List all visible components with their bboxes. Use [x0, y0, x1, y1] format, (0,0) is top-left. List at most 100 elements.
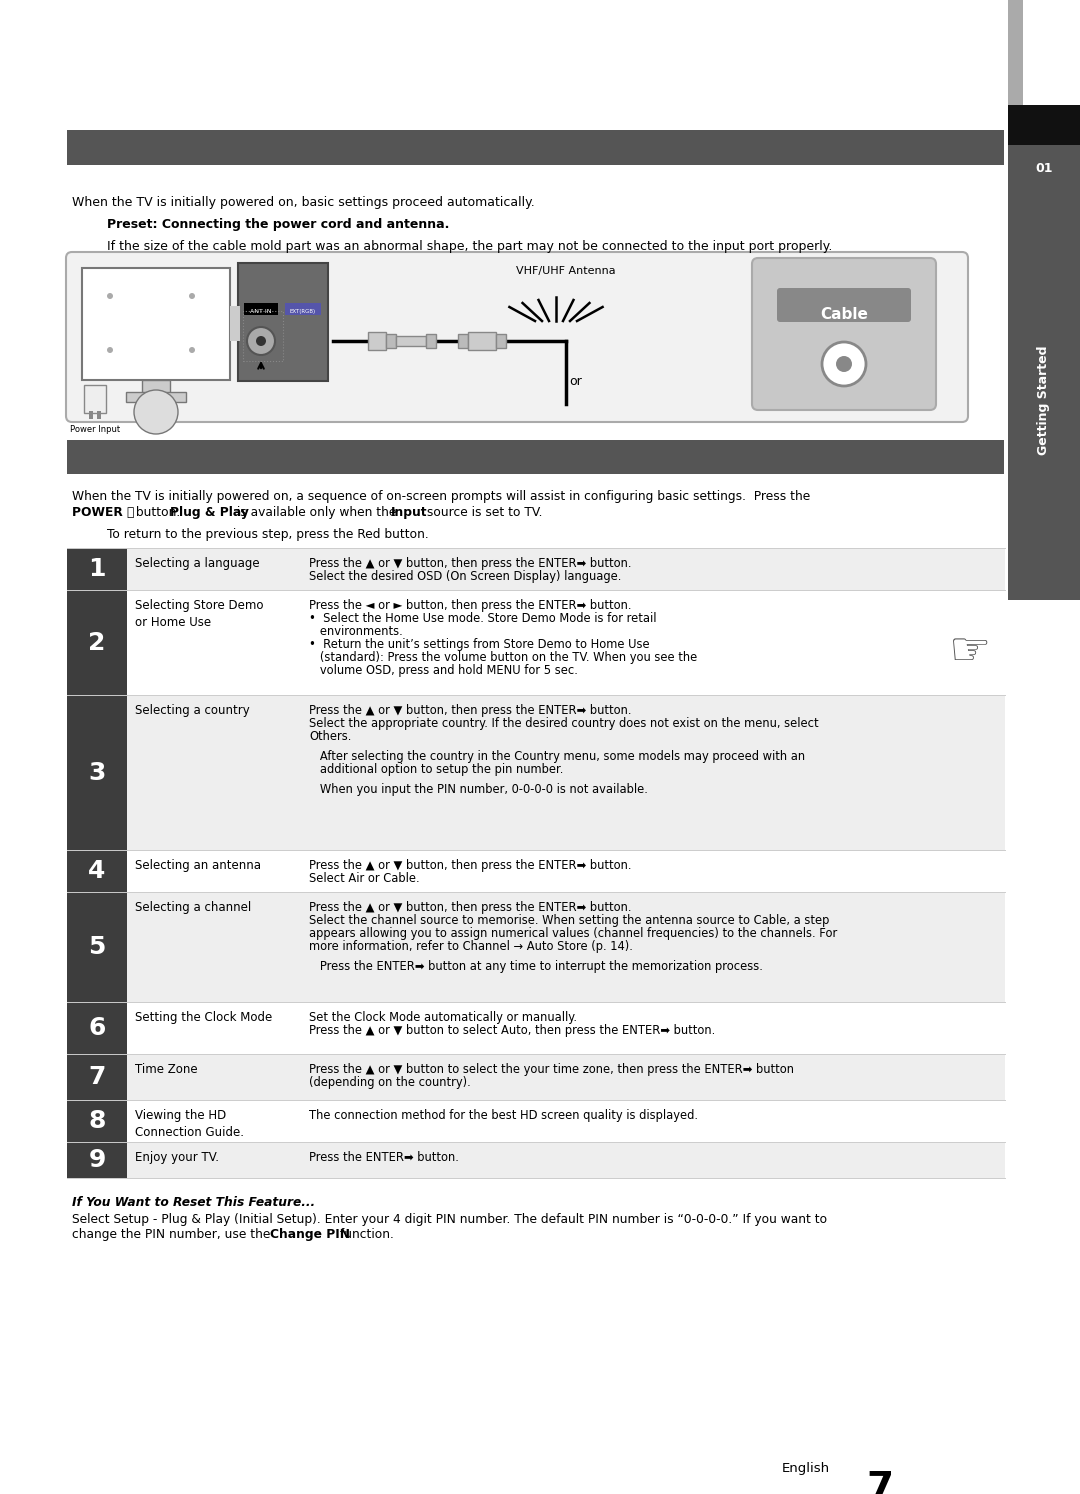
Circle shape [256, 336, 266, 347]
FancyBboxPatch shape [66, 252, 968, 421]
Bar [67, 1100, 127, 1141]
Text: Select Air or Cable.: Select Air or Cable. [309, 872, 420, 884]
Text: Select the channel source to memorise. When setting the antenna source to Cable,: Select the channel source to memorise. W… [309, 914, 829, 926]
Circle shape [836, 356, 852, 372]
Text: Select the desired OSD (On Screen Display) language.: Select the desired OSD (On Screen Displa… [309, 571, 621, 583]
Text: Press the ENTER➡ button at any time to interrupt the memorization process.: Press the ENTER➡ button at any time to i… [309, 961, 762, 973]
Text: To return to the previous step, press the Red button.: To return to the previous step, press th… [107, 527, 429, 541]
Text: 9: 9 [89, 1147, 106, 1171]
Text: Input: Input [391, 506, 428, 518]
Text: environments.: environments. [309, 624, 403, 638]
Text: Selecting an antenna: Selecting an antenna [135, 859, 261, 872]
Text: After selecting the country in the Country menu, some models may proceed with an: After selecting the country in the Count… [309, 750, 805, 763]
Bar [67, 1053, 127, 1100]
Circle shape [107, 293, 113, 299]
Text: appears allowing you to assign numerical values (channel frequencies) to the cha: appears allowing you to assign numerical… [309, 926, 837, 940]
Bar [84, 385, 106, 412]
Text: Setting the Clock Mode: Setting the Clock Mode [135, 1011, 272, 1023]
Text: 8: 8 [89, 1109, 106, 1132]
Bar [67, 590, 1005, 695]
Bar [238, 263, 328, 381]
Bar [67, 1002, 127, 1053]
Bar [230, 306, 240, 341]
Text: When you input the PIN number, 0-0-0-0 is not available.: When you input the PIN number, 0-0-0-0 i… [309, 783, 648, 796]
Bar [67, 548, 1005, 590]
Bar [67, 892, 1005, 1002]
Bar [82, 267, 230, 379]
Text: If the size of the cable mold part was an abnormal shape, the part may not be co: If the size of the cable mold part was a… [107, 241, 833, 252]
Bar [1008, 0, 1023, 148]
Text: If You Want to Reset This Feature...: If You Want to Reset This Feature... [72, 1197, 315, 1209]
Text: Select the appropriate country. If the desired country does not exist on the men: Select the appropriate country. If the d… [309, 717, 819, 731]
Text: 7: 7 [89, 1065, 106, 1089]
Bar [67, 850, 127, 892]
Text: Enjoy your TV.: Enjoy your TV. [135, 1150, 219, 1164]
Text: Press the ▲ or ▼ button, then press the ENTER➡ button.: Press the ▲ or ▼ button, then press the … [309, 859, 632, 872]
Bar [67, 1002, 1005, 1053]
Text: Plug & Play: Plug & Play [170, 506, 248, 518]
Circle shape [189, 293, 195, 299]
Text: Press the ▲ or ▼ button, then press the ENTER➡ button.: Press the ▲ or ▼ button, then press the … [309, 557, 632, 571]
Text: Selecting a language: Selecting a language [135, 557, 259, 571]
Text: 4: 4 [89, 859, 106, 883]
Bar [426, 335, 436, 348]
Text: Preset: Connecting the power cord and antenna.: Preset: Connecting the power cord and an… [107, 218, 449, 232]
Text: change the PIN number, use the: change the PIN number, use the [72, 1228, 274, 1242]
FancyBboxPatch shape [752, 258, 936, 409]
Text: Selecting a country: Selecting a country [135, 704, 249, 717]
Text: button.: button. [132, 506, 184, 518]
Bar [67, 1141, 127, 1177]
Circle shape [822, 342, 866, 385]
Text: 5: 5 [89, 935, 106, 959]
Bar [368, 332, 386, 350]
Text: VHF/UHF Antenna: VHF/UHF Antenna [516, 266, 616, 276]
Text: •  Select the Home Use mode. Store Demo Mode is for retail: • Select the Home Use mode. Store Demo M… [309, 613, 657, 624]
Text: Time Zone: Time Zone [135, 1064, 198, 1076]
Text: 01: 01 [1036, 161, 1053, 175]
Bar [67, 1100, 1005, 1141]
Text: Press the ◄ or ► button, then press the ENTER➡ button.: Press the ◄ or ► button, then press the … [309, 599, 632, 613]
Text: additional option to setup the pin number.: additional option to setup the pin numbe… [309, 763, 564, 775]
Bar [141, 379, 170, 400]
Text: 3: 3 [89, 760, 106, 784]
Text: 6: 6 [89, 1016, 106, 1040]
Text: When the TV is initially powered on, basic settings proceed automatically.: When the TV is initially powered on, bas… [72, 196, 535, 209]
Bar [89, 411, 93, 418]
Text: Press the ENTER➡ button.: Press the ENTER➡ button. [309, 1150, 459, 1164]
Bar [458, 335, 468, 348]
Text: English: English [782, 1463, 831, 1475]
Text: more information, refer to Channel → Auto Store (p. 14).: more information, refer to Channel → Aut… [309, 940, 633, 953]
Bar [244, 303, 278, 315]
Bar [126, 391, 186, 402]
Bar [67, 130, 1004, 164]
Text: Set the Clock Mode automatically or manually.: Set the Clock Mode automatically or manu… [309, 1011, 577, 1023]
Text: Getting Started: Getting Started [1038, 345, 1051, 454]
Text: Press the ▲ or ▼ button to select the your time zone, then press the ENTER➡ butt: Press the ▲ or ▼ button to select the yo… [309, 1064, 794, 1076]
Text: Press the ▲ or ▼ button, then press the ENTER➡ button.: Press the ▲ or ▼ button, then press the … [309, 704, 632, 717]
Text: Selecting a channel: Selecting a channel [135, 901, 252, 914]
Text: •  Return the unit’s settings from Store Demo to Home Use: • Return the unit’s settings from Store … [309, 638, 650, 651]
Text: Others.: Others. [309, 731, 351, 743]
Bar [67, 850, 1005, 892]
Text: 1: 1 [89, 557, 106, 581]
Text: is available only when the: is available only when the [233, 506, 401, 518]
Bar [67, 1141, 1005, 1177]
Bar [396, 336, 426, 347]
Bar [97, 411, 102, 418]
Text: Viewing the HD
Connection Guide.: Viewing the HD Connection Guide. [135, 1109, 244, 1138]
Text: EXT(RGB): EXT(RGB) [289, 309, 316, 314]
Text: volume OSD, press and hold MENU for 5 sec.: volume OSD, press and hold MENU for 5 se… [309, 663, 578, 677]
Text: (standard): Press the volume button on the TV. When you see the: (standard): Press the volume button on t… [309, 651, 698, 663]
Text: source is set to TV.: source is set to TV. [423, 506, 542, 518]
Text: 7: 7 [866, 1470, 893, 1494]
Circle shape [247, 327, 275, 356]
Text: Power Input: Power Input [70, 424, 120, 433]
Text: or: or [569, 375, 582, 388]
Bar [386, 335, 396, 348]
Bar [67, 548, 127, 590]
Bar [67, 441, 1004, 474]
Text: Press the ▲ or ▼ button to select Auto, then press the ENTER➡ button.: Press the ▲ or ▼ button to select Auto, … [309, 1023, 715, 1037]
Bar [67, 590, 127, 695]
Bar [285, 303, 321, 315]
Bar [1008, 105, 1080, 145]
